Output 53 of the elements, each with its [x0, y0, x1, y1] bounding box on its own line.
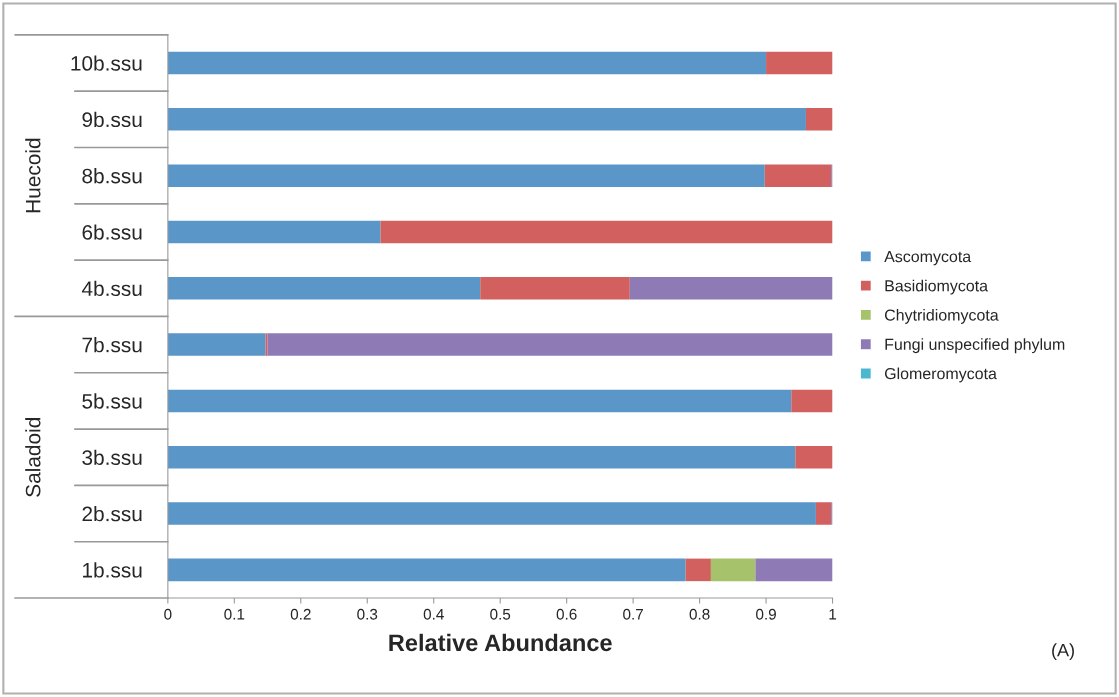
x-tick-label: 0.1 [224, 608, 245, 620]
bar [755, 558, 833, 582]
x-tick-label: 0.3 [357, 608, 378, 620]
y-tick-label: 4b.ssu [81, 280, 142, 297]
bar [267, 333, 833, 356]
y-tick-label: 2b.ssu [82, 506, 142, 522]
bar [167, 51, 767, 75]
text: Huecoid [25, 138, 41, 213]
bar [380, 220, 833, 244]
bar [815, 502, 832, 525]
x-axis-title: Relative Abundance [389, 633, 612, 652]
x-tick-label: 0.9 [756, 608, 776, 620]
y-tick-label: 7b.ssu [82, 337, 142, 353]
y-tick-label: 1b.ssu [83, 562, 142, 578]
x-tick-label: 0.5 [490, 608, 511, 620]
bar [167, 389, 792, 413]
bar [685, 558, 711, 582]
text: (A) [1052, 643, 1074, 661]
legend-label: Fungi unspecified phylum [885, 338, 1065, 354]
y-tick-label: 3b.ssu [82, 449, 142, 465]
x-tick-label: 0.8 [689, 608, 710, 620]
bar [167, 333, 266, 356]
bar [629, 277, 833, 300]
x-tick-label: 0.4 [423, 608, 444, 620]
bar [766, 51, 833, 75]
bar [167, 164, 765, 187]
bar [764, 164, 832, 187]
bar [167, 502, 816, 525]
bar [480, 277, 630, 300]
y-tick-label: 6b.ssu [82, 224, 142, 240]
bar [167, 558, 686, 582]
y-tick-label: 8b.ssu [82, 168, 142, 184]
bar [710, 558, 756, 582]
bar [167, 445, 796, 469]
y-tick-label: 9b.ssu [82, 111, 142, 128]
text: Saladoid [25, 418, 41, 497]
bar [791, 389, 833, 413]
legend-label: Basidiomycota [885, 279, 989, 295]
bar [805, 108, 833, 131]
legend-label: Chytridiomycota [884, 308, 999, 324]
legend-label: Glomeromycota [884, 367, 997, 383]
bar [167, 277, 481, 300]
bar [167, 220, 381, 244]
bar [167, 108, 806, 131]
y-tick-label: 5b.ssu [82, 393, 142, 409]
y-tick-label: 10b.ssu [71, 55, 142, 71]
x-tick-label: 0.2 [290, 608, 311, 620]
x-tick-label: 1 [829, 609, 837, 620]
x-tick-label: 0 [164, 608, 172, 620]
bar [795, 445, 833, 469]
x-tick-label: 0.7 [623, 608, 643, 620]
x-tick-label: 0.6 [556, 608, 577, 620]
legend-label: Ascomycota [884, 251, 972, 266]
